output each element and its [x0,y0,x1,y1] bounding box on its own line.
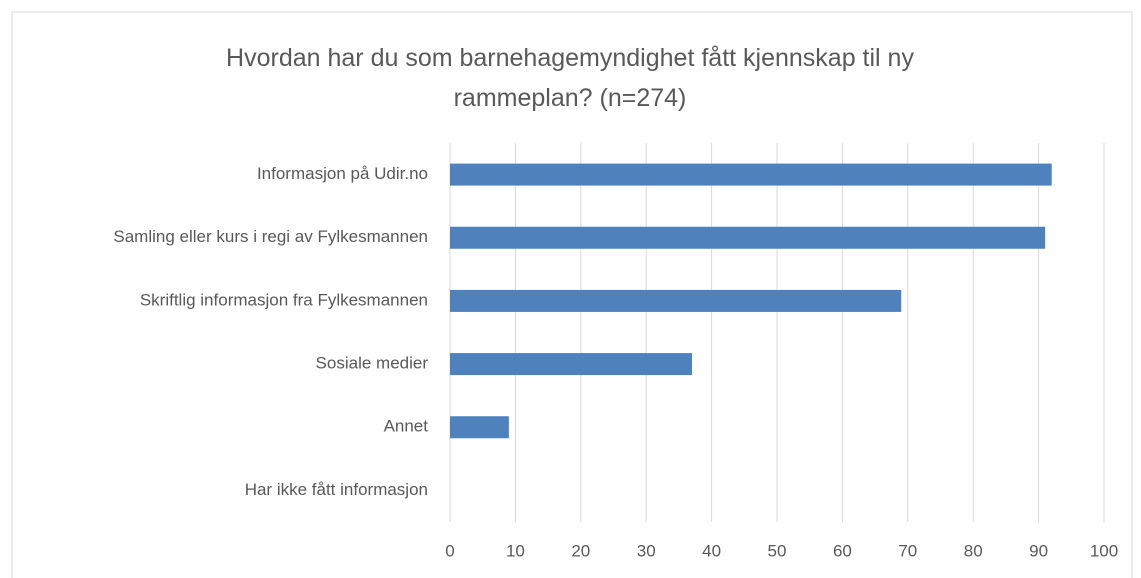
x-tick-label: 60 [833,541,852,560]
bar [450,289,902,312]
x-tick-label: 40 [702,541,721,560]
y-tick-label: Samling eller kurs i regi av Fylkesmanne… [113,227,428,246]
chart-title: Hvordan har du som barnehagemyndighet få… [226,44,914,112]
x-tick-label: 90 [1029,541,1048,560]
y-tick-label: Skriftlig informasjon fra Fylkesmannen [140,290,428,309]
chart-border [11,11,1133,578]
x-tick-label: 20 [571,541,590,560]
x-tick-label: 80 [964,541,983,560]
y-tick-label: Har ikke fått informasjon [245,480,428,499]
x-tick-label: 30 [637,541,656,560]
x-tick-label: 10 [506,541,525,560]
x-tick-label: 50 [768,541,787,560]
bar [450,353,692,376]
bar [450,226,1046,249]
bar [450,416,509,439]
y-tick-label: Sosiale medier [316,354,429,373]
x-tick-label: 70 [898,541,917,560]
y-tick-label: Informasjon på Udir.no [257,164,428,183]
x-tick-label: 100 [1090,541,1118,560]
y-tick-label: Annet [384,417,429,436]
x-tick-label: 0 [445,541,454,560]
bar [450,163,1052,186]
